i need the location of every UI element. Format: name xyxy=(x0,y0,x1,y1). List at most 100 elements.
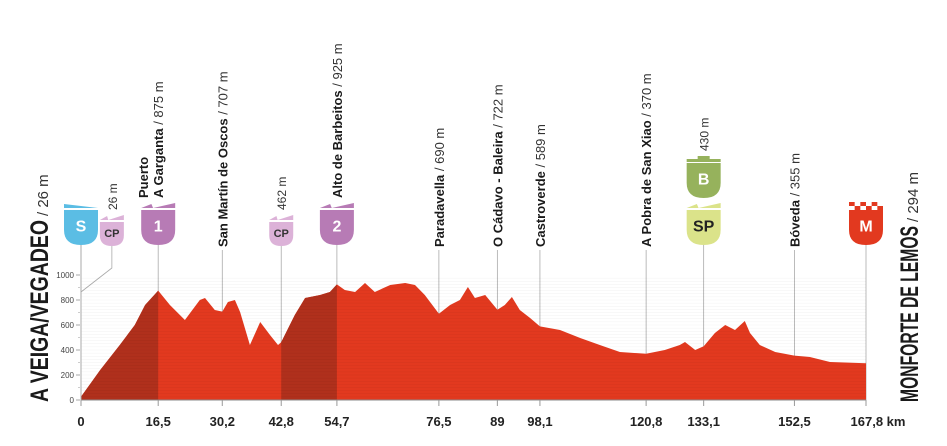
waypoint-elevation: / 707 m xyxy=(215,71,230,118)
x-tick-label: 42,8 xyxy=(269,414,294,429)
bonus-top-icon xyxy=(697,156,710,159)
waypoint-label: O Cádavo - Baleira / 722 m xyxy=(490,84,505,247)
y-tick-label: 0 xyxy=(70,396,75,405)
flag-icon xyxy=(269,215,294,220)
y-tick-label: 200 xyxy=(61,371,75,380)
marker-finish: M xyxy=(849,202,883,245)
start-badge-label: S xyxy=(76,219,87,236)
y-axis: 0 200 400 600 800 1000 xyxy=(56,230,82,405)
waypoint-elevation: / 722 m xyxy=(490,84,505,131)
flag-icon xyxy=(141,203,176,208)
checkered-flag-icon xyxy=(860,202,866,206)
waypoint-name: Paradavella xyxy=(432,174,447,247)
mountain-badge-label: 2 xyxy=(332,219,341,236)
mountain-badge-icon xyxy=(141,210,176,245)
waypoint-elevation: / 875 m xyxy=(151,81,166,128)
profile-fill xyxy=(81,283,866,400)
x-tick-label: 16,5 xyxy=(146,414,171,429)
climb-segment-1 xyxy=(81,290,159,400)
bonus-badge-label: B xyxy=(698,172,710,189)
x-tick-label: 0 xyxy=(77,414,84,429)
start-name: A VEIGA/VEGADEO xyxy=(26,220,54,402)
waypoint-elevation: / 370 m xyxy=(639,73,654,120)
flag-icon xyxy=(686,203,721,208)
waypoint-label: Bóveda / 355 m xyxy=(787,153,802,247)
waypoint-label: A Garganta / 875 m xyxy=(151,81,166,198)
waypoint-name: Alto de Barbeitos xyxy=(330,90,345,198)
checkpoint-badge-label: CP xyxy=(274,228,289,240)
marker-checkpoint: CP 26 m xyxy=(99,183,124,246)
x-tick-label: 76,5 xyxy=(426,414,451,429)
finish-name: MONFORTE DE LEMOS xyxy=(896,226,924,402)
x-tick-label: 133,1 xyxy=(687,414,720,429)
finish-badge-label: M xyxy=(859,219,872,236)
climb-segment-2 xyxy=(281,284,337,400)
marker-bonus: B 430 m xyxy=(686,118,721,198)
sprint-badge-icon xyxy=(686,210,721,245)
waypoint-elevation: / 925 m xyxy=(330,43,345,90)
y-tick-label: 400 xyxy=(61,346,75,355)
x-tick-label: 152,5 xyxy=(778,414,811,429)
mountain-badge-icon xyxy=(319,210,354,245)
finish-label: MONFORTE DE LEMOS / 294 m xyxy=(896,172,924,402)
x-tick-label: 120,8 xyxy=(630,414,663,429)
y-tick-label: 600 xyxy=(61,321,75,330)
waypoint-name: San Martín de Oscos xyxy=(215,118,230,247)
waypoint-elevation: / 690 m xyxy=(432,128,447,175)
start-label: A VEIGA/VEGADEO / 26 m xyxy=(26,174,54,402)
flag-icon xyxy=(99,215,124,220)
waypoint-label: A Pobra de San Xiao / 370 m xyxy=(639,73,654,247)
flag-icon xyxy=(64,204,98,208)
waypoint-name: O Cádavo - Baleira xyxy=(490,131,505,247)
x-axis: 0 16,5 30,2 42,8 54,7 76,5 89 98,1 120,8 133,1 152… xyxy=(77,400,905,429)
waypoint-name: A Pobra de San Xiao xyxy=(639,120,654,247)
waypoint-elevation: / 589 m xyxy=(533,124,548,171)
waypoint-label: San Martín de Oscos / 707 m xyxy=(215,71,230,247)
marker-start: S xyxy=(64,204,98,245)
marker-mountain: 2 xyxy=(319,203,354,245)
marker-checkpoint: CP 462 m xyxy=(269,177,294,246)
marker-sprint: SP xyxy=(686,203,721,245)
waypoint-name: Castroverde xyxy=(533,171,548,247)
waypoint-name: Bóveda xyxy=(787,199,802,247)
checkpoint-leader-line xyxy=(80,246,113,293)
waypoint-prefix: Puerto xyxy=(136,157,151,198)
bonus-top-icon xyxy=(686,159,721,162)
checkpoint-badge-label: CP xyxy=(104,228,119,240)
checkpoint-badge-icon xyxy=(99,222,124,246)
y-tick-label: 800 xyxy=(61,296,75,305)
checkered-flag-icon xyxy=(854,206,861,210)
x-tick-label: 54,7 xyxy=(324,414,349,429)
markers: S CP 26 m 1 CP 462 m 2 B 430 m SP M xyxy=(64,118,883,246)
marker-elevation: 462 m xyxy=(275,177,289,210)
checkered-flag-icon xyxy=(866,206,872,210)
flag-icon xyxy=(319,203,354,208)
checkered-flag-icon xyxy=(849,202,855,206)
waypoint-label: Paradavella / 690 m xyxy=(432,128,447,247)
checkered-flag-icon xyxy=(871,202,878,206)
checkered-flag-icon xyxy=(877,206,883,210)
x-tick-label: 30,2 xyxy=(210,414,235,429)
profile-area xyxy=(81,277,866,401)
sprint-badge-label: SP xyxy=(693,219,715,236)
checkpoint-badge-icon xyxy=(269,222,294,246)
marker-mountain: 1 xyxy=(141,203,176,245)
start-badge-icon xyxy=(64,210,98,245)
waypoint-name: A Garganta xyxy=(151,128,166,198)
finish-elevation: / 294 m xyxy=(905,172,922,222)
waypoint-label: Castroverde / 589 m xyxy=(533,124,548,247)
marker-elevation: 430 m xyxy=(698,118,712,151)
x-tick-label: 89 xyxy=(490,414,504,429)
finish-badge-icon xyxy=(849,210,883,245)
y-tick-label: 1000 xyxy=(56,271,74,280)
waypoint-label: Alto de Barbeitos / 925 m xyxy=(330,43,345,198)
x-tick-label: 98,1 xyxy=(527,414,552,429)
start-elevation: / 26 m xyxy=(35,174,52,216)
x-tick-label: 167,8 km xyxy=(851,414,906,429)
bonus-badge-icon xyxy=(686,163,721,198)
waypoint-elevation: / 355 m xyxy=(787,153,802,200)
marker-elevation: 26 m xyxy=(106,183,120,210)
mountain-badge-label: 1 xyxy=(154,219,163,236)
